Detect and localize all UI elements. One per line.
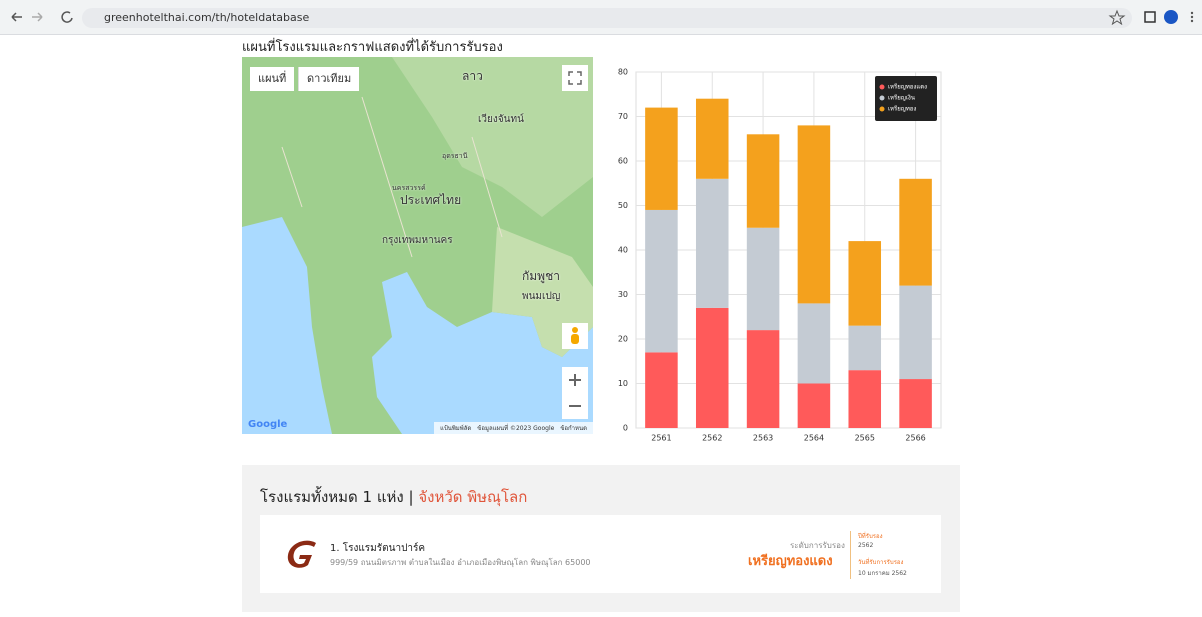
bar-segment bbox=[696, 179, 729, 308]
legend-swatch bbox=[880, 85, 885, 90]
y-tick-label: 10 bbox=[618, 379, 628, 388]
bar-segment bbox=[798, 384, 831, 429]
hotel-address: 999/59 ถนนมิตรภาพ ตำบลในเมือง อำเภอเมือง… bbox=[330, 556, 591, 569]
hotel-logo bbox=[286, 539, 324, 571]
map-type-button[interactable]: แผนที่ bbox=[250, 67, 294, 91]
x-tick-label: 2564 bbox=[804, 434, 824, 443]
y-tick-label: 80 bbox=[618, 68, 628, 77]
list-title: โรงแรมทั้งหมด 1 แห่ง | จังหวัด พิษณุโลก bbox=[260, 485, 527, 509]
hotel-name[interactable]: 1. โรงแรมรัตนาปาร์ค bbox=[330, 541, 425, 556]
certification-level: เหรียญทองแดง bbox=[748, 550, 833, 571]
hotel-list: โรงแรมทั้งหมด 1 แห่ง | จังหวัด พิษณุโลก … bbox=[242, 465, 960, 612]
bar-segment bbox=[645, 352, 678, 428]
bar-segment bbox=[899, 179, 932, 286]
section-heading: แผนที่โรงแรมและกราฟแสดงที่ได้รับการรับรอ… bbox=[242, 36, 503, 57]
google-logo: Google bbox=[248, 419, 287, 430]
x-tick-label: 2561 bbox=[651, 434, 671, 443]
bar-segment bbox=[798, 125, 831, 303]
year-label: ปีที่รับรอง bbox=[858, 531, 883, 541]
map-label: นครสวรรค์ bbox=[392, 183, 426, 194]
y-tick-label: 30 bbox=[618, 290, 628, 299]
y-tick-label: 70 bbox=[618, 112, 628, 121]
map-label: เวียงจันทน์ bbox=[478, 112, 524, 127]
chart: 0 10 20 30 40 50 60 70 80 2561 2562 2563 2564 2565 256… bbox=[605, 60, 950, 455]
attribution-item: ข้อมูลแผนที่ ©2023 Google bbox=[477, 425, 554, 432]
bar-segment bbox=[645, 210, 678, 352]
certification-year: 2562 bbox=[858, 542, 873, 549]
bar-segment bbox=[747, 330, 780, 428]
map[interactable]: แผนที่ ดาวเทียม ลาว เวียงจันทน์ ประเทศไท… bbox=[242, 57, 593, 434]
bar-segment bbox=[848, 241, 881, 326]
address-bar[interactable]: greenhotelthai.com/th/hoteldatabase bbox=[82, 8, 1132, 28]
map-label: กรุงเทพมหานคร bbox=[382, 233, 453, 248]
list-count: โรงแรมทั้งหมด 1 แห่ง | bbox=[260, 488, 414, 506]
zoom-controls[interactable] bbox=[562, 367, 588, 419]
province: จังหวัด พิษณุโลก bbox=[418, 488, 527, 506]
y-tick-label: 50 bbox=[618, 201, 628, 210]
attribution-item[interactable]: ข้อกำหนด bbox=[560, 425, 587, 432]
bar-segment bbox=[899, 379, 932, 428]
attribution-item[interactable]: แป้นพิมพ์ลัด bbox=[440, 425, 471, 432]
y-tick-label: 20 bbox=[618, 335, 628, 344]
y-tick-label: 40 bbox=[618, 246, 628, 255]
certification-date: 10 มกราคม 2562 bbox=[858, 568, 907, 578]
hotel-card[interactable]: 1. โรงแรมรัตนาปาร์ค 999/59 ถนนมิตรภาพ ตำ… bbox=[260, 515, 941, 593]
legend-swatch bbox=[880, 96, 885, 101]
bar-segment bbox=[747, 228, 780, 330]
map-attribution: แป้นพิมพ์ลัด ข้อมูลแผนที่ ©2023 Google ข้อ… bbox=[434, 422, 593, 434]
bar-segment bbox=[696, 308, 729, 428]
bar-segment bbox=[848, 370, 881, 428]
browser-toolbar: greenhotelthai.com/th/hoteldatabase bbox=[0, 0, 1202, 35]
x-tick-label: 2565 bbox=[855, 434, 875, 443]
legend-label: เหรียญทองแดง bbox=[888, 83, 927, 91]
bar-segment bbox=[798, 303, 831, 383]
bar-segment bbox=[899, 286, 932, 379]
toolbar-icons[interactable] bbox=[1108, 9, 1198, 25]
bar-segment bbox=[645, 108, 678, 210]
y-tick-label: 0 bbox=[623, 424, 628, 433]
map-label: ลาว bbox=[462, 67, 483, 86]
x-tick-label: 2566 bbox=[905, 434, 925, 443]
bar-segment bbox=[696, 99, 729, 179]
divider bbox=[850, 531, 851, 579]
map-label: อุดรธานี bbox=[442, 151, 468, 162]
x-tick-label: 2562 bbox=[702, 434, 722, 443]
legend-label: เหรียญเงิน bbox=[888, 94, 915, 102]
y-tick-label: 60 bbox=[618, 157, 628, 166]
bar-segment bbox=[747, 134, 780, 227]
legend-label: เหรียญทอง bbox=[888, 105, 916, 113]
satellite-type-button[interactable]: ดาวเทียม bbox=[298, 67, 359, 91]
legend-swatch bbox=[880, 107, 885, 112]
map-label: พนมเปญ bbox=[522, 289, 560, 304]
map-label: กัมพูชา bbox=[522, 267, 560, 286]
fullscreen-button[interactable] bbox=[562, 65, 588, 91]
x-tick-label: 2563 bbox=[753, 434, 773, 443]
bar-segment bbox=[848, 326, 881, 371]
date-label: วันที่รับการรับรอง bbox=[858, 557, 903, 567]
nav-buttons[interactable] bbox=[8, 9, 78, 25]
page: greenhotelthai.com/th/hoteldatabase แผนท… bbox=[0, 0, 1202, 617]
street-view-button[interactable] bbox=[562, 323, 588, 349]
